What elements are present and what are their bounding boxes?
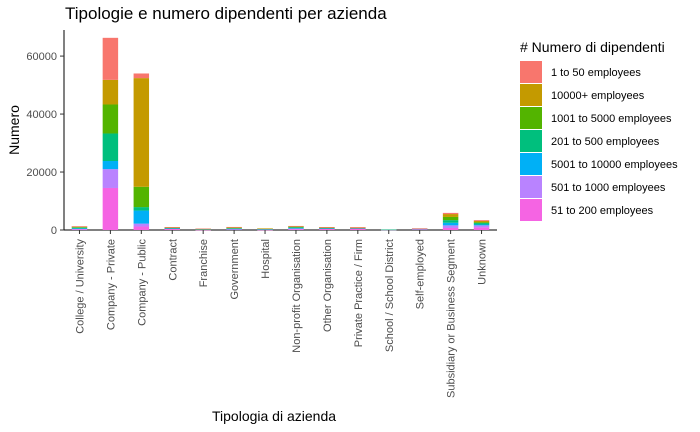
bar-segment <box>226 227 242 229</box>
x-tick-label: Subsidiary or Business Segment <box>446 239 458 398</box>
bar-segment <box>288 229 304 230</box>
bar-segment <box>319 228 335 230</box>
bar-segment <box>319 227 335 228</box>
y-tick-label: 0 <box>51 225 57 237</box>
x-tick-label: Other Organisation <box>322 239 334 332</box>
legend-label: 501 to 1000 employees <box>551 182 666 194</box>
bar-segment <box>442 216 459 221</box>
x-tick-label: Company - Public <box>136 239 148 326</box>
x-axis-title: Tipologia di azienda <box>212 408 337 424</box>
bar-segment <box>226 226 242 228</box>
bar-segment <box>319 228 335 229</box>
bar-segment <box>133 226 150 230</box>
x-tick-label: Non-profit Organisation <box>291 239 303 353</box>
legend-key <box>520 107 542 129</box>
x-tick-label: Private Practice / Firm <box>353 239 365 347</box>
bar-segment <box>164 227 180 228</box>
bar-segment <box>164 228 180 230</box>
y-tick-label: 60000 <box>26 51 57 63</box>
legend-key <box>520 61 542 83</box>
y-axis-title: Numero <box>6 105 22 155</box>
x-tick-label: Company - Private <box>105 239 117 330</box>
bar-segment <box>195 228 211 230</box>
legend-label: 1 to 50 employees <box>551 67 641 79</box>
bar-segment <box>473 221 490 223</box>
bar-segment <box>133 73 150 79</box>
bar-segment <box>442 227 459 230</box>
legend-label: 1001 to 5000 employees <box>551 113 672 125</box>
bar-segment <box>133 210 150 224</box>
bar-segment <box>71 227 88 228</box>
legend-key <box>520 176 542 198</box>
bar-segment <box>226 228 242 230</box>
bar-segment <box>257 228 273 230</box>
bar-segment <box>473 223 490 225</box>
bar-segment <box>473 225 490 228</box>
chart-title: Tipologie e numero dipendenti per aziend… <box>65 4 387 23</box>
bar-segment <box>473 222 490 224</box>
x-tick-label: Self-employed <box>415 239 427 309</box>
bar-segment <box>164 228 180 229</box>
bar-segment <box>411 228 428 229</box>
bar-segment <box>473 220 490 222</box>
bar-segment <box>288 225 304 227</box>
x-tick-label: School / School District <box>384 239 396 352</box>
bar-segment <box>350 227 366 228</box>
bar-segment <box>102 104 119 134</box>
bar-segment <box>71 226 88 227</box>
bar-segment <box>257 229 273 231</box>
bar-segment <box>350 228 366 230</box>
bar-segment <box>102 37 119 80</box>
bar-segment <box>133 78 150 187</box>
x-tick-label: Government <box>229 239 241 300</box>
legend-key <box>520 84 542 106</box>
y-tick-label: 20000 <box>26 167 57 179</box>
bar-segment <box>226 229 242 231</box>
legend-key <box>520 153 542 175</box>
bar-segment <box>71 228 88 230</box>
legend-label: 201 to 500 employees <box>551 136 660 148</box>
bar-segment <box>133 207 150 211</box>
bar-segment <box>473 224 490 226</box>
bar-segment <box>288 226 304 228</box>
bar-segment <box>102 187 119 230</box>
bar-segment <box>442 212 459 215</box>
legend-label: 51 to 200 employees <box>551 205 654 217</box>
bar-segment <box>102 169 119 188</box>
bar-segment <box>71 227 88 229</box>
x-tick-label: Unknown <box>477 239 489 285</box>
legend-label: 5001 to 10000 employees <box>551 159 678 171</box>
bar-segment <box>133 186 150 208</box>
bar-segment <box>102 133 119 162</box>
bar-segment <box>381 229 397 231</box>
bar-segment <box>226 228 242 229</box>
bar-segment <box>411 228 428 230</box>
x-tick-label: Hospital <box>260 239 272 279</box>
bar-segment <box>288 228 304 229</box>
bar-segment <box>473 227 490 230</box>
bar-segment <box>71 228 88 230</box>
bar-segment <box>71 229 88 231</box>
bar-segment <box>102 79 119 105</box>
bar-segment <box>442 222 459 226</box>
bar-segment <box>133 223 150 227</box>
bar-segment <box>288 228 304 230</box>
bar-segment <box>288 227 304 229</box>
legend-title: # Numero di dipendenti <box>520 39 665 55</box>
legend-label: 10000+ employees <box>551 90 645 102</box>
bar-segment <box>442 220 459 223</box>
x-tick-label: Contract <box>167 239 179 281</box>
x-tick-label: Franchise <box>198 239 210 287</box>
x-tick-label: College / University <box>74 239 86 334</box>
legend-key <box>520 199 542 221</box>
bar-segment <box>442 225 459 228</box>
legend-key <box>520 130 542 152</box>
y-tick-label: 40000 <box>26 109 57 121</box>
bar-segment <box>411 228 428 230</box>
bar-segment <box>442 214 459 217</box>
bar-segment <box>102 161 119 170</box>
